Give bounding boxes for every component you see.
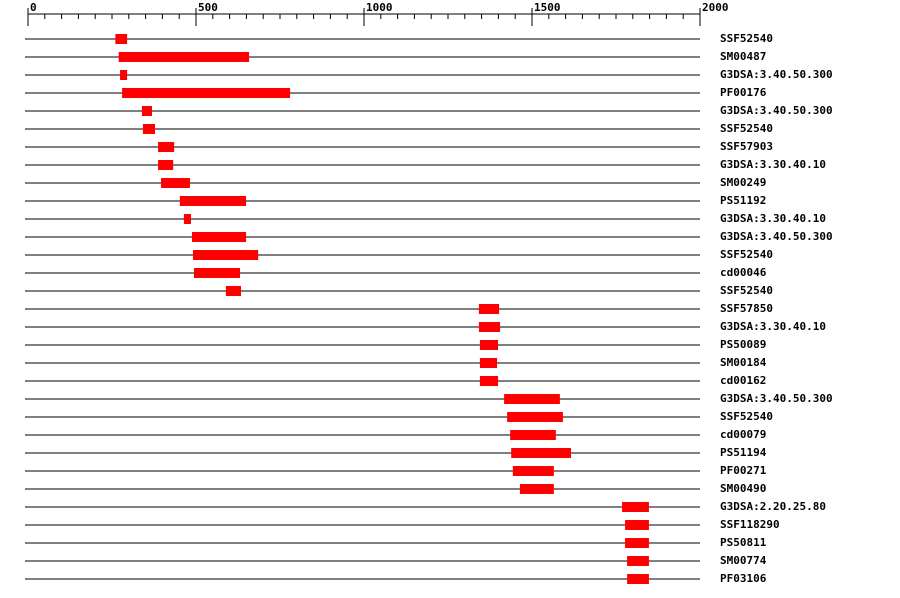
range-bar [158, 142, 175, 152]
track-label: SM00184 [720, 356, 767, 369]
x-tick-label: 2000 [702, 1, 729, 14]
range-bar [179, 196, 247, 206]
range-bar [141, 106, 152, 116]
track-label: G3DSA:3.40.50.300 [720, 230, 833, 243]
track-label: PS51192 [720, 194, 766, 207]
range-bar [479, 340, 499, 350]
range-bar [478, 322, 501, 332]
range-bar [118, 52, 250, 62]
track-label: SSF118290 [720, 518, 780, 531]
track-label: G3DSA:3.30.40.10 [720, 212, 826, 225]
range-bar [161, 178, 190, 188]
range-bar [627, 574, 649, 584]
track-label: cd00079 [720, 428, 766, 441]
track-label: G3DSA:3.40.50.300 [720, 392, 833, 405]
range-bar [191, 232, 247, 242]
track-label: PS51194 [720, 446, 767, 459]
range-bar [122, 88, 291, 98]
range-bar [115, 34, 128, 44]
track-label: cd00162 [720, 374, 766, 387]
track-label: PF03106 [720, 572, 767, 585]
track-label: G3DSA:3.40.50.300 [720, 104, 833, 117]
track-label: cd00046 [720, 266, 767, 279]
range-bar [479, 358, 498, 368]
range-bar [225, 286, 242, 296]
range-bar [120, 70, 128, 80]
track-label: G3DSA:2.20.25.80 [720, 500, 826, 513]
range-bar [192, 250, 259, 260]
x-tick-label: 500 [198, 1, 218, 14]
x-tick-label: 0 [30, 1, 37, 14]
x-tick-label: 1500 [534, 1, 561, 14]
track-label: SSF52540 [720, 410, 773, 423]
range-bar [625, 538, 649, 548]
range-bar [510, 430, 556, 440]
range-bar [478, 304, 500, 314]
range-bar [625, 520, 649, 530]
range-bar [507, 412, 563, 422]
range-bar [183, 214, 191, 224]
track-label: SM00490 [720, 482, 766, 495]
range-bar [504, 394, 560, 404]
track-label: G3DSA:3.30.40.10 [720, 158, 826, 171]
range-bar [512, 466, 554, 476]
track-label: PF00176 [720, 86, 767, 99]
range-bar [622, 502, 649, 512]
track-label: PF00271 [720, 464, 767, 477]
range-bar [627, 556, 649, 566]
range-bar [519, 484, 554, 494]
range-bar [511, 448, 571, 458]
track-label: SSF52540 [720, 122, 773, 135]
track-label: PS50811 [720, 536, 767, 549]
track-label: SM00774 [720, 554, 767, 567]
track-label: SSF52540 [720, 284, 773, 297]
range-bar [158, 160, 174, 170]
range-bar [142, 124, 156, 134]
track-label: PS50089 [720, 338, 766, 351]
x-tick-label: 1000 [366, 1, 393, 14]
track-label: SM00487 [720, 50, 766, 63]
track-label: SSF52540 [720, 32, 773, 45]
range-bar [479, 376, 499, 386]
track-label: G3DSA:3.30.40.10 [720, 320, 826, 333]
track-label: G3DSA:3.40.50.300 [720, 68, 833, 81]
track-label: SSF52540 [720, 248, 773, 261]
range-bar [193, 268, 241, 278]
track-label: SSF57850 [720, 302, 773, 315]
track-label: SSF57903 [720, 140, 773, 153]
track-label: SM00249 [720, 176, 766, 189]
